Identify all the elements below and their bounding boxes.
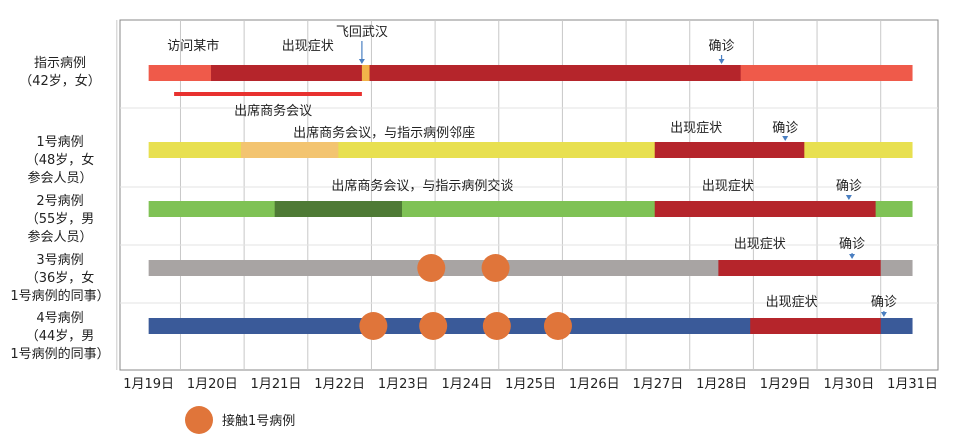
case-label: 1号病例的同事） bbox=[10, 288, 109, 304]
contact-marker bbox=[359, 312, 388, 340]
annotation-label: 访问某市 bbox=[167, 38, 219, 54]
annotation-label: 出现症状 bbox=[702, 179, 754, 194]
contact-marker bbox=[543, 312, 572, 340]
case-label: 1号病例 bbox=[36, 135, 83, 150]
case-label: （55岁，男 bbox=[26, 212, 95, 227]
annotation-label: 出现症状 bbox=[670, 121, 722, 136]
timeline-segment bbox=[654, 201, 876, 217]
x-tick-label: 1月26日 bbox=[569, 377, 620, 392]
case-label: （48岁，女 bbox=[26, 152, 95, 168]
contact-marker bbox=[482, 312, 511, 340]
contact-marker bbox=[419, 312, 448, 340]
timeline-segment bbox=[750, 318, 881, 334]
timeline-segment bbox=[654, 142, 805, 158]
annotation-arrow-head bbox=[849, 254, 856, 259]
x-tick-label: 1月25日 bbox=[505, 377, 556, 392]
timeline-segment bbox=[718, 260, 881, 276]
annotation-label: 确诊 bbox=[772, 121, 798, 136]
annotation-label: 确诊 bbox=[836, 179, 862, 194]
contact-marker bbox=[481, 254, 510, 282]
case-label: 1号病例的同事） bbox=[10, 346, 109, 362]
timeline-segment bbox=[361, 65, 370, 81]
case-label: 4号病例 bbox=[36, 311, 83, 326]
annotation-label: 确诊 bbox=[709, 39, 735, 54]
annotation-label: 出现症状 bbox=[282, 39, 334, 54]
case-label: 2号病例 bbox=[36, 194, 83, 209]
annotation-arrow-head bbox=[718, 59, 725, 64]
annotation-arrow-head bbox=[782, 136, 789, 141]
x-tick-label: 1月24日 bbox=[442, 377, 493, 392]
legend-label: 接触1号病例 bbox=[222, 413, 295, 429]
x-tick-label: 1月23日 bbox=[378, 377, 429, 392]
timeline-segment bbox=[148, 318, 913, 334]
case-label: 3号病例 bbox=[36, 253, 83, 268]
legend-contact-marker bbox=[185, 406, 213, 434]
case-label: （44岁，男 bbox=[26, 329, 95, 344]
annotation-label: 出席商务会议，与指示病例邻座 bbox=[293, 125, 475, 141]
case-label: （36岁，女 bbox=[26, 270, 95, 286]
meeting-label: 出席商务会议 bbox=[234, 103, 312, 119]
x-tick-label: 1月27日 bbox=[632, 377, 683, 392]
x-tick-label: 1月31日 bbox=[887, 377, 938, 392]
x-tick-label: 1月28日 bbox=[696, 377, 747, 392]
x-tick-label: 1月21日 bbox=[251, 377, 302, 392]
annotation-label: 飞回武汉 bbox=[336, 25, 388, 40]
timeline-segment bbox=[211, 65, 741, 81]
annotation-arrow-head bbox=[358, 59, 365, 64]
case-label: 指示病例 bbox=[34, 56, 86, 71]
timeline-segment bbox=[274, 201, 403, 217]
annotation-label: 出现症状 bbox=[766, 295, 818, 310]
case-label: （42岁，女） bbox=[19, 73, 101, 89]
annotation-label: 确诊 bbox=[839, 237, 865, 252]
annotation-label: 出席商务会议，与指示病例交谈 bbox=[331, 178, 513, 194]
annotation-arrow-head bbox=[845, 195, 852, 200]
x-tick-label: 1月29日 bbox=[760, 377, 811, 392]
annotation-label: 出现症状 bbox=[734, 237, 786, 252]
x-tick-label: 1月22日 bbox=[314, 377, 365, 392]
x-tick-label: 1月30日 bbox=[823, 377, 874, 392]
timeline-segment bbox=[240, 142, 339, 158]
contact-marker bbox=[417, 254, 446, 282]
annotation-label: 确诊 bbox=[871, 295, 897, 310]
annotation-arrow-head bbox=[880, 312, 887, 317]
case-label: 参会人员） bbox=[27, 229, 92, 245]
meeting-line bbox=[174, 92, 362, 96]
case-label: 参会人员） bbox=[27, 170, 92, 186]
x-tick-label: 1月20日 bbox=[187, 377, 238, 392]
x-tick-label: 1月19日 bbox=[123, 377, 174, 392]
